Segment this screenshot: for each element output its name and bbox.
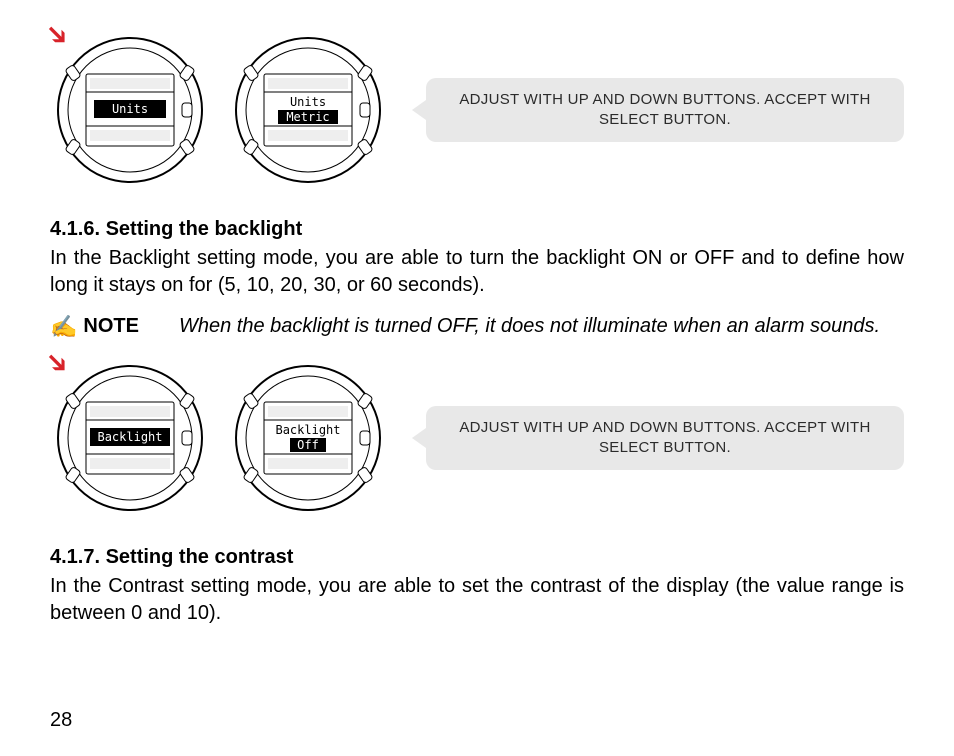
watch-illustration-backlight-1: Backlight bbox=[50, 358, 210, 518]
section-heading-backlight: 4.1.6. Setting the backlight bbox=[50, 218, 904, 241]
watch-screen-text: Units bbox=[290, 95, 326, 109]
section-body-backlight: In the Backlight setting mode, you are a… bbox=[50, 245, 904, 299]
watch-screen-text: Metric bbox=[286, 110, 329, 124]
section-heading-contrast: 4.1.7. Setting the contrast bbox=[50, 546, 904, 569]
watch-screen-text: Backlight bbox=[275, 423, 340, 437]
figure-row-backlight: ➔ Backlight bbox=[50, 358, 904, 518]
figure-row-units: ➔ Units bbox=[50, 30, 904, 190]
note-label: ✍ NOTE bbox=[50, 313, 139, 338]
watch-screen-text: Units bbox=[112, 102, 148, 116]
watch-illustration-units-2: Units Metric bbox=[228, 30, 388, 190]
watch-illustration-units-1: Units bbox=[50, 30, 210, 190]
note-text: When the backlight is turned OFF, it doe… bbox=[179, 313, 880, 340]
instruction-callout: ADJUST WITH UP AND DOWN BUTTONS. ACCEPT … bbox=[426, 78, 904, 143]
watch-screen-text: Backlight bbox=[97, 430, 162, 444]
note-icon: ✍ bbox=[50, 316, 77, 338]
page-number: 28 bbox=[50, 709, 72, 732]
manual-page: ➔ Units bbox=[0, 0, 954, 756]
note-label-text: NOTE bbox=[83, 315, 139, 338]
note-block: ✍ NOTE When the backlight is turned OFF,… bbox=[50, 313, 904, 340]
instruction-callout: ADJUST WITH UP AND DOWN BUTTONS. ACCEPT … bbox=[426, 406, 904, 471]
watch-illustration-backlight-2: Backlight Off bbox=[228, 358, 388, 518]
watch-screen-text: Off bbox=[297, 438, 319, 452]
section-body-contrast: In the Contrast setting mode, you are ab… bbox=[50, 573, 904, 627]
